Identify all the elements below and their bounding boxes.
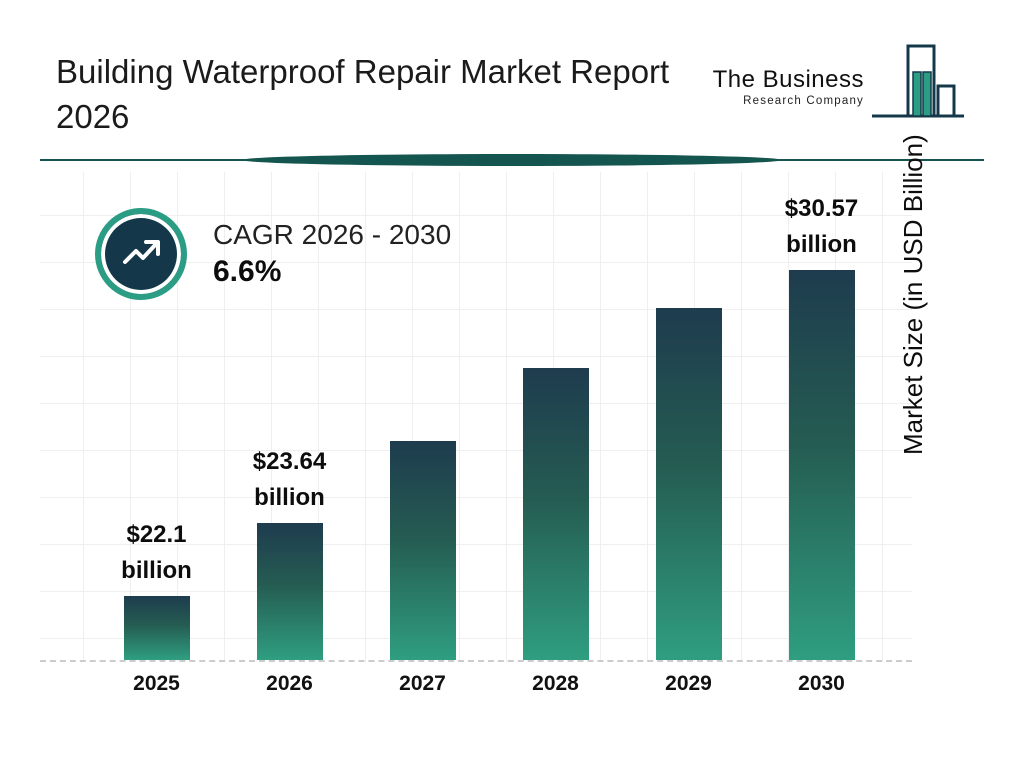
cagr-value: 6.6% [213, 255, 282, 288]
x-label-2029: 2029 [665, 672, 712, 695]
bars-group: $22.1 billion $23.64 billion [90, 191, 888, 660]
x-label-2025: 2025 [133, 672, 180, 695]
bar-group-2030: $30.57 billion [755, 191, 888, 660]
company-logo: The Business Research Company [713, 42, 966, 131]
bar-2028 [522, 368, 589, 660]
bar-group-2028 [489, 191, 622, 660]
bar-2025 [123, 596, 190, 660]
x-label-2026: 2026 [266, 672, 313, 695]
header-divider [40, 153, 984, 167]
value-unit-2030: billion [786, 231, 857, 258]
cagr-text: CAGR 2026 - 2030 6.6% [213, 219, 451, 289]
x-axis-labels: 2025 2026 2027 2028 2029 2030 [90, 672, 888, 696]
x-label-2027: 2027 [399, 672, 446, 695]
bar-group-2025: $22.1 billion [90, 191, 223, 660]
x-label-2028: 2028 [532, 672, 579, 695]
value-unit-2026: billion [254, 484, 325, 511]
market-size-chart: CAGR 2026 - 2030 6.6% $22.1 billion $23.… [40, 172, 912, 712]
bar-group-2026: $23.64 billion [223, 191, 356, 660]
bar-2027 [389, 441, 456, 660]
bar-group-2029 [622, 191, 755, 660]
cagr-badge: CAGR 2026 - 2030 6.6% [95, 208, 451, 300]
value-label-2026: $23.64 billion [253, 444, 326, 516]
company-logo-line2: Research Company [743, 95, 864, 107]
y-axis-label: Market Size (in USD Billion) [898, 134, 928, 456]
company-logo-line1: The Business [712, 66, 864, 93]
bar-chart-logo-icon [870, 42, 966, 131]
bar-group-2027 [356, 191, 489, 660]
bar-2030 [788, 270, 855, 660]
trending-up-icon [95, 208, 187, 300]
value-amount-2026: $23.64 [252, 448, 327, 475]
x-label-2030: 2030 [798, 672, 845, 695]
page-title: Building Waterproof Repair Market Report… [56, 53, 670, 135]
chart-plot-area: CAGR 2026 - 2030 6.6% $22.1 billion $23.… [40, 172, 912, 662]
value-amount-2025: $22.1 [126, 521, 187, 548]
value-amount-2030: $30.57 [784, 195, 859, 222]
value-label-2030: $30.57 billion [785, 191, 858, 263]
cagr-period-label: CAGR 2026 - 2030 [213, 219, 452, 250]
bar-2029 [655, 308, 722, 660]
value-label-2025: $22.1 billion [121, 517, 192, 589]
value-unit-2025: billion [121, 557, 192, 584]
bar-2026 [256, 523, 323, 660]
company-logo-text: The Business Research Company [713, 66, 864, 107]
